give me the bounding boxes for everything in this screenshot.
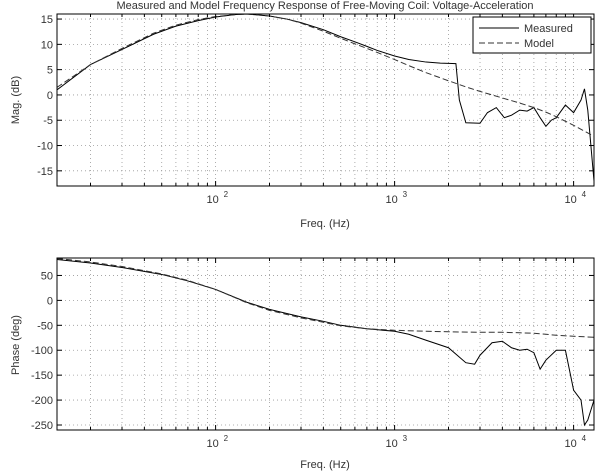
magnitude-x-tick-exponent: 3 [403,190,408,199]
chart-title: Measured and Model Frequency Response of… [117,0,534,12]
phase-series-measured [57,259,594,427]
phase-y-tick-label: -250 [31,420,53,432]
phase-y-tick-label: -100 [31,345,53,357]
phase-x-tick-label: 10 [385,438,397,450]
phase-y-tick-label: -150 [31,370,53,382]
phase-x-tick-exponent: 2 [224,434,229,443]
magnitude-x-tick-exponent: 2 [224,190,229,199]
phase-plot-area [57,258,594,430]
phase-y-tick-label: -200 [31,395,53,407]
magnitude-x-tick-exponent: 4 [582,190,587,199]
phase-x-tick-exponent: 4 [582,434,587,443]
magnitude-y-tick-label: -10 [37,141,53,153]
magnitude-y-tick-label: -15 [37,166,53,178]
magnitude-y-tick-label: 5 [47,65,53,77]
phase-y-axis-label: Phase (deg) [10,315,22,375]
magnitude-y-axis-label: Mag. (dB) [10,76,22,124]
magnitude-y-tick-label: 15 [41,14,53,26]
magnitude-series-model [57,14,594,137]
phase-y-tick-label: -50 [37,320,53,332]
magnitude-axes-box [56,13,595,187]
legend: Measured Model [472,16,592,54]
phase-y-tick-label: 0 [47,295,53,307]
phase-plot: 50 0 -50 -100 -150 -200 -250 10 2 10 3 10 4 [31,257,595,450]
phase-series-model [57,258,594,338]
legend-box [472,16,592,54]
legend-label-measured: Measured [524,23,573,35]
magnitude-x-tick-label: 10 [385,194,397,206]
phase-y-tick-label: 50 [41,270,53,282]
phase-axes-box [56,257,595,431]
phase-x-tick-exponent: 3 [403,434,408,443]
magnitude-y-tick-label: -5 [43,115,53,127]
magnitude-x-tick-label: 10 [564,194,576,206]
magnitude-plot: 15 10 5 0 -5 -10 -15 10 2 10 3 10 4 Measured Model [37,13,595,206]
phase-x-axis-label: Freq. (Hz) [300,459,350,471]
magnitude-x-axis-label: Freq. (Hz) [300,218,350,230]
legend-label-model: Model [524,38,554,50]
magnitude-y-tick-label: 10 [41,39,53,51]
magnitude-y-tick-label: 0 [47,90,53,102]
phase-x-tick-label: 10 [206,438,218,450]
magnitude-x-tick-label: 10 [206,194,218,206]
phase-x-tick-label: 10 [564,438,576,450]
